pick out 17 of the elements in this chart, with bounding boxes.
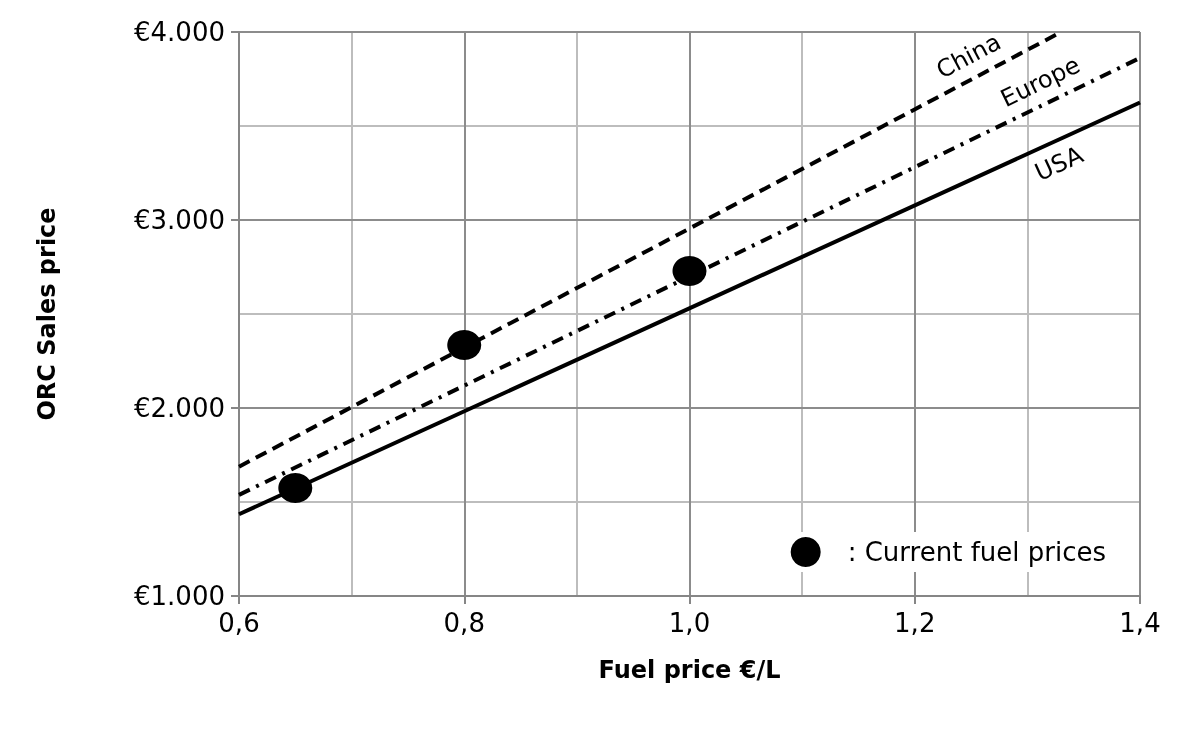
x-tick-label: 0,6 (218, 608, 260, 638)
x-tick-label: 1,4 (1119, 608, 1161, 638)
text: USA (1030, 140, 1088, 187)
x-axis-title: Fuel price €/L (598, 656, 781, 684)
y-tick-label: €2.000 (134, 393, 225, 423)
x-tick-label: 0,8 (443, 608, 485, 638)
y-tick-label: €4.000 (134, 17, 225, 47)
x-tick-label: 1,0 (668, 608, 711, 638)
y-tick-label: €3.000 (134, 205, 225, 235)
legend-label: : Current fuel prices (847, 537, 1106, 567)
point (447, 330, 482, 361)
y-tick-label: €1.000 (134, 581, 225, 611)
y-axis-title: ORC Sales price (33, 207, 61, 421)
point (672, 255, 707, 286)
x-tick-label: 1,2 (894, 608, 936, 638)
text: China (931, 27, 1006, 85)
point (278, 472, 313, 503)
